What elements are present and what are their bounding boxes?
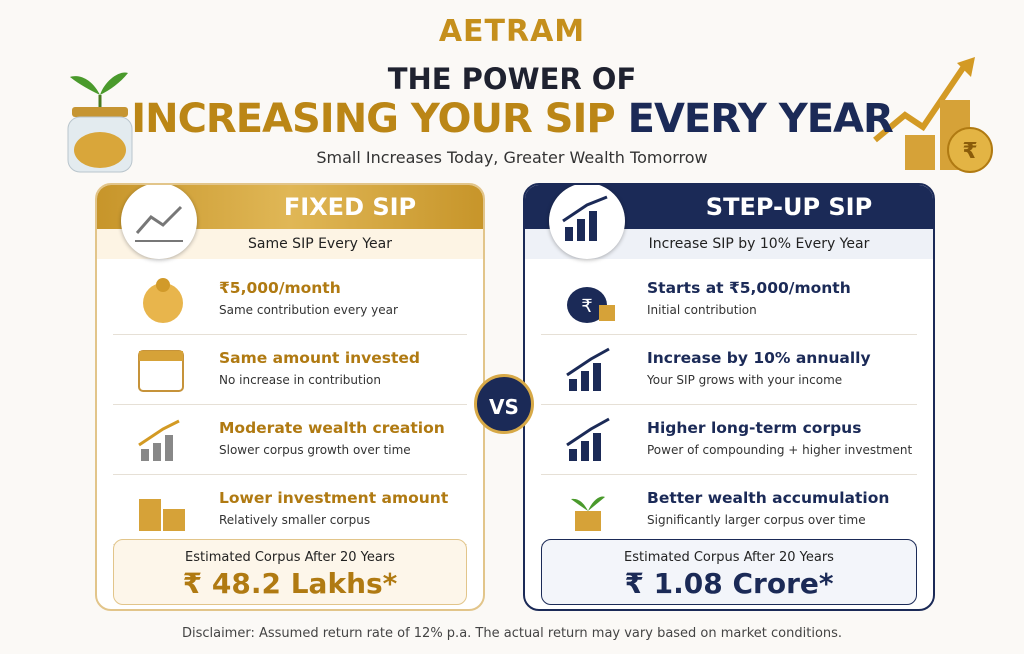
feature-desc: Same contribution every year [219,303,398,317]
feature-title: Lower investment amount [219,489,449,507]
feature-desc: Significantly larger corpus over time [647,513,866,527]
feature-title: Better wealth accumulation [647,489,890,507]
title-rest: EVERY YEAR [627,96,894,142]
feature-desc: Power of compounding + higher investment [647,443,913,457]
feature-row: Increase by 10% annually Your SIP grows w… [541,335,917,405]
feature-row: ₹5,000/month Same contribution every year [113,265,467,335]
feature-title: Same amount invested [219,349,421,367]
feature-desc: Slower corpus growth over time [219,443,411,457]
corpus-label: Estimated Corpus After 20 Years [624,550,834,565]
feature-icon [566,417,610,461]
card-badge [121,185,197,259]
subtitle: Small Increases Today, Greater Wealth To… [316,148,708,167]
vs-badge: VS [474,374,534,434]
title-main: INCREASING YOUR SIP EVERY YEAR [0,96,1024,142]
jar-icon [67,72,133,173]
badge-icon [135,205,183,242]
title-highlight: INCREASING YOUR SIP [131,96,615,142]
feature-title: Increase by 10% annually [647,349,871,367]
fixed-card: FIXED SIP Same SIP Every Year ₹5,000/month… [95,183,485,611]
feature-row: Lower investment amount Relatively smalle… [113,475,467,545]
feature-title: Moderate wealth creation [219,419,445,437]
feature-row: ₹ Starts at ₹5,000/month Initial contribut… [541,265,917,335]
feature-icon [571,496,605,531]
title-line: THE POWER OF [387,62,637,96]
stepup-card: STEP-UP SIP Increase SIP by 10% Every Yea… [523,183,935,611]
corpus-box: Estimated Corpus After 20 Years ₹ 48.2 La… [113,539,467,605]
svg-text:₹: ₹ [581,296,592,317]
feature-icon [138,419,180,461]
feature-row: Better wealth accumulation Significantly … [541,475,917,545]
feature-icon [566,347,610,391]
corpus-label: Estimated Corpus After 20 Years [185,550,395,565]
badge-icon [562,195,608,241]
feature-icon: ₹ [567,287,615,323]
corpus-value: ₹ 1.08 Crore* [624,567,834,600]
brand: AETRAM [438,14,586,49]
card-title: STEP-UP SIP [705,193,873,221]
disclaimer: Disclaimer: Assumed return rate of 12% p… [181,626,843,641]
feature-desc: Relatively smaller corpus [219,513,371,527]
feature-row: Higher long-term corpus Power of compound… [541,405,917,475]
card-title: FIXED SIP [283,193,417,221]
growth-icon: ₹ [873,57,993,173]
svg-text:₹: ₹ [962,139,977,164]
feature-icon [138,350,184,392]
feature-title: Starts at ₹5,000/month [647,279,851,297]
feature-row: Same amount invested No increase in contr… [113,335,467,405]
feature-title: ₹5,000/month [219,279,341,297]
feature-desc: No increase in contribution [219,373,382,387]
feature-desc: Initial contribution [647,303,757,317]
card-badge [549,185,625,259]
feature-desc: Your SIP grows with your income [647,373,843,387]
feature-title: Higher long-term corpus [647,419,862,437]
corpus-box: Estimated Corpus After 20 Years ₹ 1.08 Cr… [541,539,917,605]
feature-row: Moderate wealth creation Slower corpus gr… [113,405,467,475]
feature-icon [139,499,185,531]
corpus-value: ₹ 48.2 Lakhs* [182,567,398,600]
feature-icon [143,278,183,323]
